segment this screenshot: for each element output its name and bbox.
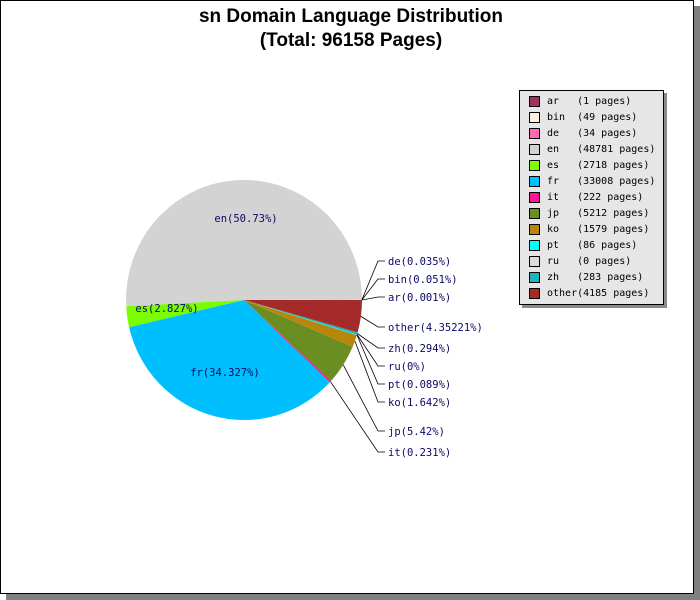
legend-label-ko: ko (1579 pages) xyxy=(547,223,650,235)
legend-label-en: en (48781 pages) xyxy=(547,143,656,155)
legend-label-ar: ar (1 pages) xyxy=(547,95,632,107)
legend-swatch-pt xyxy=(529,239,540,251)
slice-label-it: it(0.231%) xyxy=(388,447,451,459)
leader-line-bin xyxy=(361,278,385,301)
legend-item-de: de (34 pages) xyxy=(529,126,637,140)
legend-item-ru: ru (0 pages) xyxy=(529,254,631,268)
legend-item-pt: pt (86 pages) xyxy=(529,238,637,252)
legend-swatch-ar xyxy=(529,95,540,107)
leader-line-ko xyxy=(354,340,385,403)
pie-slice-pt xyxy=(244,300,358,336)
pie-slice-ko xyxy=(244,300,357,347)
legend-swatch-de xyxy=(529,127,540,139)
pie-slice-fr xyxy=(129,300,330,421)
pie-slice-de xyxy=(244,299,363,300)
legend-item-bin: bin (49 pages) xyxy=(529,110,637,124)
legend-item-jp: jp (5212 pages) xyxy=(529,206,649,220)
legend-item-fr: fr (33008 pages) xyxy=(529,174,655,188)
legend-label-jp: jp (5212 pages) xyxy=(547,207,650,219)
legend-label-de: de (34 pages) xyxy=(547,127,638,139)
slice-label-es: es(2.827%) xyxy=(135,303,198,315)
leader-line-ru xyxy=(356,334,385,367)
legend-label-zh: zh (283 pages) xyxy=(547,271,644,283)
chart-title-line-1: sn Domain Language Distribution xyxy=(198,6,503,27)
leader-line-ar xyxy=(361,296,385,301)
legend-swatch-other xyxy=(529,287,540,299)
legend-swatch-en xyxy=(529,143,540,155)
chart-title-line-2: (Total: 96158 Pages) xyxy=(259,30,443,51)
leader-line-pt xyxy=(356,334,385,385)
legend-item-es: es (2718 pages) xyxy=(529,158,649,172)
chart-legend: ar (1 pages) bin (49 pages) de (34 pages) e… xyxy=(519,90,664,305)
legend-label-es: es (2718 pages) xyxy=(547,159,650,171)
leader-line-other xyxy=(360,316,385,328)
slice-label-en: en(50.73%) xyxy=(214,213,277,225)
slice-label-de: de(0.035%) xyxy=(388,256,451,268)
legend-swatch-zh xyxy=(529,271,540,283)
legend-item-it: it (222 pages) xyxy=(529,190,643,204)
legend-label-other: other(4185 pages) xyxy=(547,287,650,299)
legend-item-ar: ar (1 pages) xyxy=(529,94,631,108)
slice-label-jp: jp(5.42%) xyxy=(388,426,445,438)
legend-item-ko: ko (1579 pages) xyxy=(529,222,649,236)
legend-label-it: it (222 pages) xyxy=(547,191,644,203)
legend-item-zh: zh (283 pages) xyxy=(529,270,643,284)
legend-label-fr: fr (33008 pages) xyxy=(547,175,656,187)
legend-swatch-ko xyxy=(529,223,540,235)
slice-label-bin: bin(0.051%) xyxy=(388,274,458,286)
pie-slice-jp xyxy=(244,300,353,382)
pie-slice-es xyxy=(126,300,244,328)
legend-swatch-fr xyxy=(529,175,540,187)
legend-label-pt: pt (86 pages) xyxy=(547,239,638,251)
legend-label-ru: ru (0 pages) xyxy=(547,255,632,267)
slice-label-zh: zh(0.294%) xyxy=(388,343,451,355)
slice-label-ar: ar(0.001%) xyxy=(388,292,451,304)
chart-title: sn Domain Language Distribution (Total: … xyxy=(1,5,700,53)
pie-slice-it xyxy=(244,300,332,383)
leader-line-de xyxy=(361,260,385,300)
leader-line-zh xyxy=(357,333,385,349)
legend-item-en: en (48781 pages) xyxy=(529,142,655,156)
leader-line-it xyxy=(330,381,385,453)
slice-label-other: other(4.35221%) xyxy=(388,322,483,334)
legend-swatch-it xyxy=(529,191,540,203)
pie-slice-zh xyxy=(244,300,358,335)
legend-item-other: other(4185 pages) xyxy=(529,286,649,300)
slice-label-ko: ko(1.642%) xyxy=(388,397,451,409)
leader-line-jp xyxy=(342,364,385,432)
legend-swatch-es xyxy=(529,159,540,171)
legend-label-bin: bin (49 pages) xyxy=(547,111,638,123)
legend-swatch-bin xyxy=(529,111,540,123)
legend-swatch-jp xyxy=(529,207,540,219)
legend-swatch-ru xyxy=(529,255,540,267)
pie-slice-other xyxy=(244,300,362,333)
slice-label-pt: pt(0.089%) xyxy=(388,379,451,391)
pie-slice-en xyxy=(126,179,363,307)
slice-label-fr: fr(34.327%) xyxy=(190,367,260,379)
slice-label-ru: ru(0%) xyxy=(388,361,426,373)
